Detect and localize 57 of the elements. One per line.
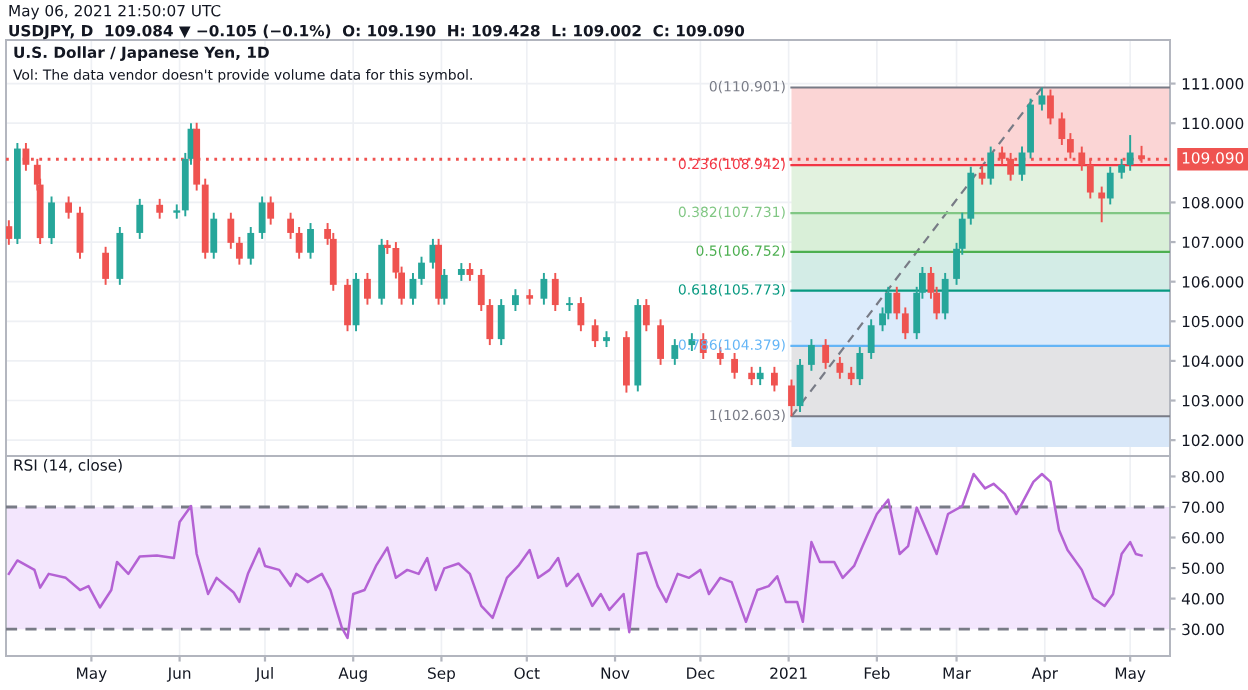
candlestick [1118, 157, 1126, 180]
candlestick [1038, 86, 1046, 112]
candlestick [731, 352, 738, 380]
candlestick [1126, 134, 1134, 172]
candlestick [295, 226, 303, 260]
candlestick [771, 365, 778, 393]
candlestick [102, 245, 110, 286]
candlestick [512, 288, 519, 312]
candlestick [116, 226, 124, 286]
candlestick [258, 195, 266, 240]
line-series [7, 472, 1143, 640]
candlestick [967, 165, 975, 226]
candlestick [987, 145, 995, 186]
candlestick [540, 271, 548, 306]
candlestick [822, 338, 830, 370]
candlestick [440, 268, 448, 306]
candlestick [941, 271, 949, 321]
candlestick [671, 338, 679, 366]
candlestick [287, 211, 295, 240]
candlestick [247, 226, 255, 266]
candlestick [267, 195, 275, 226]
candlestick [1047, 88, 1054, 126]
candlestick [329, 231, 337, 292]
candlestick [847, 365, 855, 387]
candlestick [364, 271, 371, 306]
candlestick [1058, 111, 1066, 146]
candlestick [477, 268, 485, 312]
candlestick [1027, 97, 1034, 160]
candlestick [748, 365, 756, 387]
candlestick [856, 346, 864, 387]
candlestick [867, 318, 875, 360]
candlestick [657, 318, 664, 366]
candlestick [65, 195, 73, 220]
candlestick [156, 197, 164, 220]
candlestick [642, 298, 650, 333]
candlestick [591, 318, 599, 349]
candlestick [1066, 132, 1074, 160]
candlestick [227, 211, 235, 250]
candlestick [210, 211, 218, 260]
candlestick [807, 338, 815, 372]
candlestick [48, 195, 55, 246]
candlestick [418, 255, 425, 286]
candlestick [486, 298, 494, 347]
candlestick [1106, 165, 1114, 206]
candlestick [756, 365, 764, 387]
candlestick [788, 378, 795, 418]
candlestick [551, 271, 559, 312]
candlestick [893, 285, 901, 321]
candlestick [136, 197, 144, 240]
candlestick [235, 235, 243, 266]
candlestick [307, 222, 314, 260]
candlestick [577, 296, 585, 333]
candlestick [836, 355, 844, 380]
candlestick [901, 306, 909, 341]
candlestick [6, 219, 13, 246]
candlestick [344, 277, 351, 333]
candlestick [497, 298, 505, 347]
